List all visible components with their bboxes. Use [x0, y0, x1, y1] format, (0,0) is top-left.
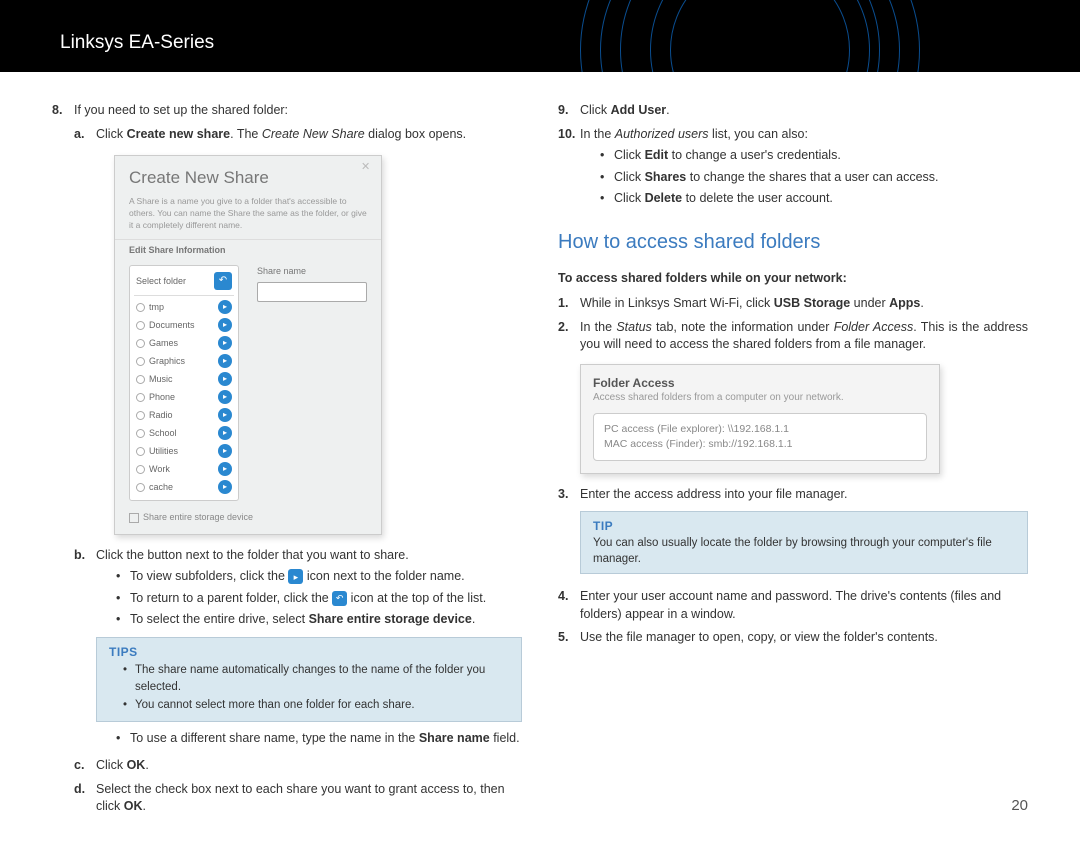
page-header: Linksys EA-Series: [0, 0, 1080, 72]
tip-text: You can also usually locate the folder b…: [593, 535, 1015, 567]
tips-box: Tips The share name automatically change…: [96, 637, 522, 722]
bullet: To view subfolders, click the ▸ icon nex…: [116, 568, 522, 586]
bullet: Click Shares to change the shares that a…: [600, 169, 1028, 187]
access-step-5: 5. Use the file manager to open, copy, o…: [558, 629, 1028, 647]
folder-list: Select folder ↶ tmp▸ Documents▸ Games▸ G…: [129, 265, 239, 501]
share-name-input: [257, 282, 367, 302]
tip-box: Tip You can also usually locate the fold…: [580, 511, 1028, 574]
folder-access-screenshot: Folder Access Access shared folders from…: [580, 364, 940, 474]
share-entire-checkbox: Share entire storage device: [115, 507, 381, 524]
expand-icon: ▸: [218, 300, 232, 314]
access-step-4: 4. Enter your user account name and pass…: [558, 588, 1028, 623]
nav-up-icon: ↶: [214, 272, 232, 290]
tips-title: Tips: [109, 644, 509, 661]
bullet: To return to a parent folder, click the …: [116, 590, 522, 608]
step-num: 8.: [52, 102, 74, 822]
access-step-3: 3. Enter the access address into your fi…: [558, 486, 1028, 582]
section-subheading: To access shared folders while on your n…: [558, 270, 1028, 288]
header-title: Linksys EA-Series: [0, 0, 1080, 57]
step-text: If you need to set up the shared folder:: [74, 103, 288, 117]
tip-item: You cannot select more than one folder f…: [123, 697, 509, 713]
tip-title: Tip: [593, 518, 1015, 535]
access-step-1: 1. While in Linksys Smart Wi-Fi, click U…: [558, 295, 1028, 313]
section-heading: How to access shared folders: [558, 228, 1028, 256]
bullet: To use a different share name, type the …: [116, 730, 522, 748]
subfolder-icon: ▸: [288, 569, 303, 584]
substep-c: c. Click OK.: [74, 757, 522, 775]
substep-a: a. Click Create new share. The Create Ne…: [74, 126, 522, 144]
fa-title: Folder Access: [593, 375, 927, 392]
access-step-2: 2. In the Status tab, note the informati…: [558, 319, 1028, 354]
tip-item: The share name automatically changes to …: [123, 662, 509, 694]
left-column: 8. If you need to set up the shared fold…: [52, 102, 522, 828]
fa-line2: MAC access (Finder): smb://192.168.1.1: [604, 437, 916, 452]
step-10: 10. In the Authorized users list, you ca…: [558, 126, 1028, 212]
page-number: 20: [1011, 795, 1028, 816]
dialog-title: Create New Share: [115, 156, 381, 196]
share-name-label: Share name: [257, 265, 367, 278]
substep-d: d. Select the check box next to each sha…: [74, 781, 522, 816]
step-9: 9. Click Add User.: [558, 102, 1028, 120]
dialog-desc: A Share is a name you give to a folder t…: [115, 196, 381, 240]
parent-folder-icon: ↶: [332, 591, 347, 606]
fa-desc: Access shared folders from a computer on…: [593, 391, 927, 405]
page-body: 8. If you need to set up the shared fold…: [0, 72, 1080, 848]
step-8: 8. If you need to set up the shared fold…: [52, 102, 522, 822]
select-folder-label: Select folder: [136, 275, 186, 288]
create-new-share-screenshot: ✕ Create New Share A Share is a name you…: [114, 155, 382, 535]
fa-line1: PC access (File explorer): \\192.168.1.1: [604, 422, 916, 437]
dialog-subheader: Edit Share Information: [115, 239, 381, 261]
bullet: To select the entire drive, select Share…: [116, 611, 522, 629]
close-icon: ✕: [361, 160, 375, 174]
substep-b: b. Click the button next to the folder t…: [74, 547, 522, 752]
right-column: 9. Click Add User. 10. In the Authorized…: [558, 102, 1028, 828]
bullet: Click Delete to delete the user account.: [600, 190, 1028, 208]
bullet: Click Edit to change a user's credential…: [600, 147, 1028, 165]
